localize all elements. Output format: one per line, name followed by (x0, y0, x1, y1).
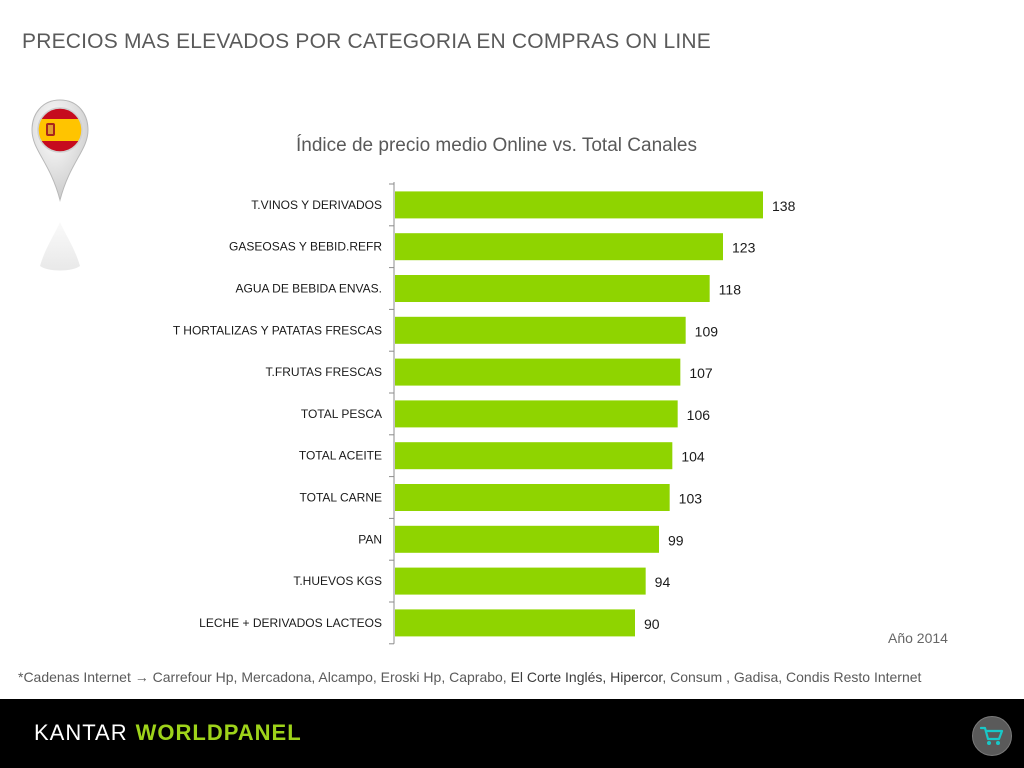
bar (395, 484, 670, 511)
bar (395, 233, 723, 261)
footnote-retailers-rest: , Consum , Gadisa, Condis Resto Internet (662, 669, 922, 685)
footnote-retailers-highlight: El Corte Inglés, Hipercor (510, 669, 663, 685)
data-label: 94 (655, 574, 671, 590)
category-label: LECHE + DERIVADOS LACTEOS (199, 616, 382, 630)
data-label: 99 (668, 532, 684, 548)
chart-subtitle: Índice de precio medio Online vs. Total … (296, 135, 697, 156)
category-label: T HORTALIZAS Y PATATAS FRESCAS (173, 323, 382, 337)
category-label: T.VINOS Y DERIVADOS (251, 198, 382, 212)
data-label: 90 (644, 616, 660, 632)
category-label: PAN (358, 532, 382, 546)
category-label: TOTAL CARNE (300, 491, 382, 505)
footer-bar: KANTAR WORLDPANEL (0, 699, 1024, 768)
bar (395, 442, 673, 470)
data-label: 103 (679, 491, 703, 507)
category-label: TOTAL PESCA (301, 407, 382, 421)
bar (395, 400, 678, 428)
bar (395, 316, 686, 344)
data-label: 138 (772, 198, 796, 214)
bar (395, 525, 659, 553)
data-label: 104 (681, 449, 705, 465)
bar (395, 191, 763, 219)
category-label: T.FRUTAS FRESCAS (266, 365, 382, 379)
year-note: Año 2014 (888, 630, 948, 646)
bar (395, 275, 710, 302)
data-label: 106 (687, 407, 711, 423)
arrow-right-icon: → (134, 669, 149, 685)
footnote: *Cadenas Internet → Carrefour Hp, Mercad… (18, 669, 921, 685)
brand-kantar: KANTAR (34, 720, 128, 745)
data-label: 118 (719, 282, 742, 298)
kantar-worldpanel-logo: KANTAR WORLDPANEL (34, 720, 302, 746)
spain-flag-pin-icon (31, 99, 89, 271)
category-label: AGUA DE BEBIDA ENVAS. (236, 282, 383, 296)
data-label: 109 (695, 323, 719, 339)
shopping-cart-icon (980, 726, 1004, 745)
footnote-prefix: *Cadenas Internet (18, 669, 135, 685)
category-label: GASEOSAS Y BEBID.REFR (229, 240, 382, 254)
category-label: TOTAL ACEITE (299, 449, 382, 463)
category-label: T.HUEVOS KGS (293, 574, 382, 588)
data-label: 123 (732, 240, 756, 256)
bar (395, 609, 635, 637)
bar (395, 358, 681, 386)
bar (395, 567, 646, 595)
page-title: PRECIOS MAS ELEVADOS POR CATEGORIA EN CO… (22, 30, 711, 53)
data-label: 107 (689, 365, 713, 381)
footnote-retailers: Carrefour Hp, Mercadona, Alcampo, Eroski… (148, 669, 511, 685)
cart-button[interactable] (972, 716, 1012, 756)
bar-chart: T.VINOS Y DERIVADOS 138 GASEOSAS Y BEBID.R… (173, 182, 796, 645)
brand-worldpanel: WORLDPANEL (135, 720, 302, 745)
